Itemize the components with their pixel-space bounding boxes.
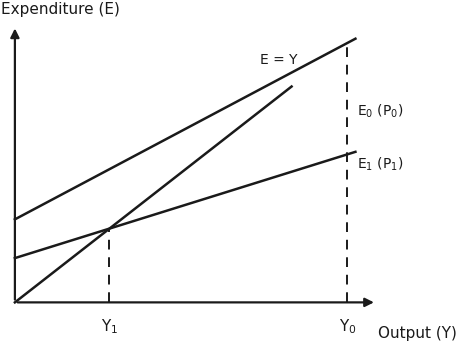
Text: Y$_1$: Y$_1$ xyxy=(101,318,118,336)
Text: E$_1$ (P$_1$): E$_1$ (P$_1$) xyxy=(357,155,404,173)
Text: E = Y: E = Y xyxy=(260,53,297,67)
Text: Output (Y): Output (Y) xyxy=(379,326,457,341)
Text: Y$_0$: Y$_0$ xyxy=(338,318,356,336)
Text: E$_0$ (P$_0$): E$_0$ (P$_0$) xyxy=(357,103,404,120)
Text: Expenditure (E): Expenditure (E) xyxy=(1,2,119,17)
